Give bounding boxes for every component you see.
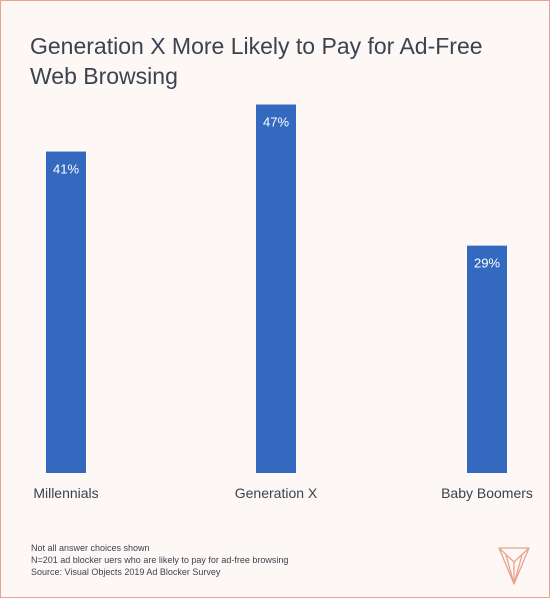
category-label: Generation X xyxy=(235,485,318,501)
bar-baby-boomers xyxy=(467,245,507,473)
visual-objects-logo-icon xyxy=(498,547,530,585)
data-label: 29% xyxy=(474,256,500,271)
bar-chart: 41% Millennials 47% Generation X 29% Baby Boo… xyxy=(33,104,533,501)
bar-millennials xyxy=(46,151,86,473)
note-source: Source: Visual Objects 2019 Ad Blocker S… xyxy=(31,567,221,577)
data-label: 41% xyxy=(53,162,79,177)
note-answer-choices: Not all answer choices shown xyxy=(31,543,150,553)
note-sample-size: N=201 ad blocker uers who are likely to … xyxy=(31,555,289,565)
bar-generation-x xyxy=(256,104,296,474)
chart-title: Generation X More Likely to Pay for Ad-F… xyxy=(30,33,483,89)
category-label: Baby Boomers xyxy=(441,485,533,501)
chart-notes: Not all answer choices shown N=201 ad bl… xyxy=(31,542,288,578)
data-label: 47% xyxy=(263,115,289,130)
category-label: Millennials xyxy=(33,485,98,501)
